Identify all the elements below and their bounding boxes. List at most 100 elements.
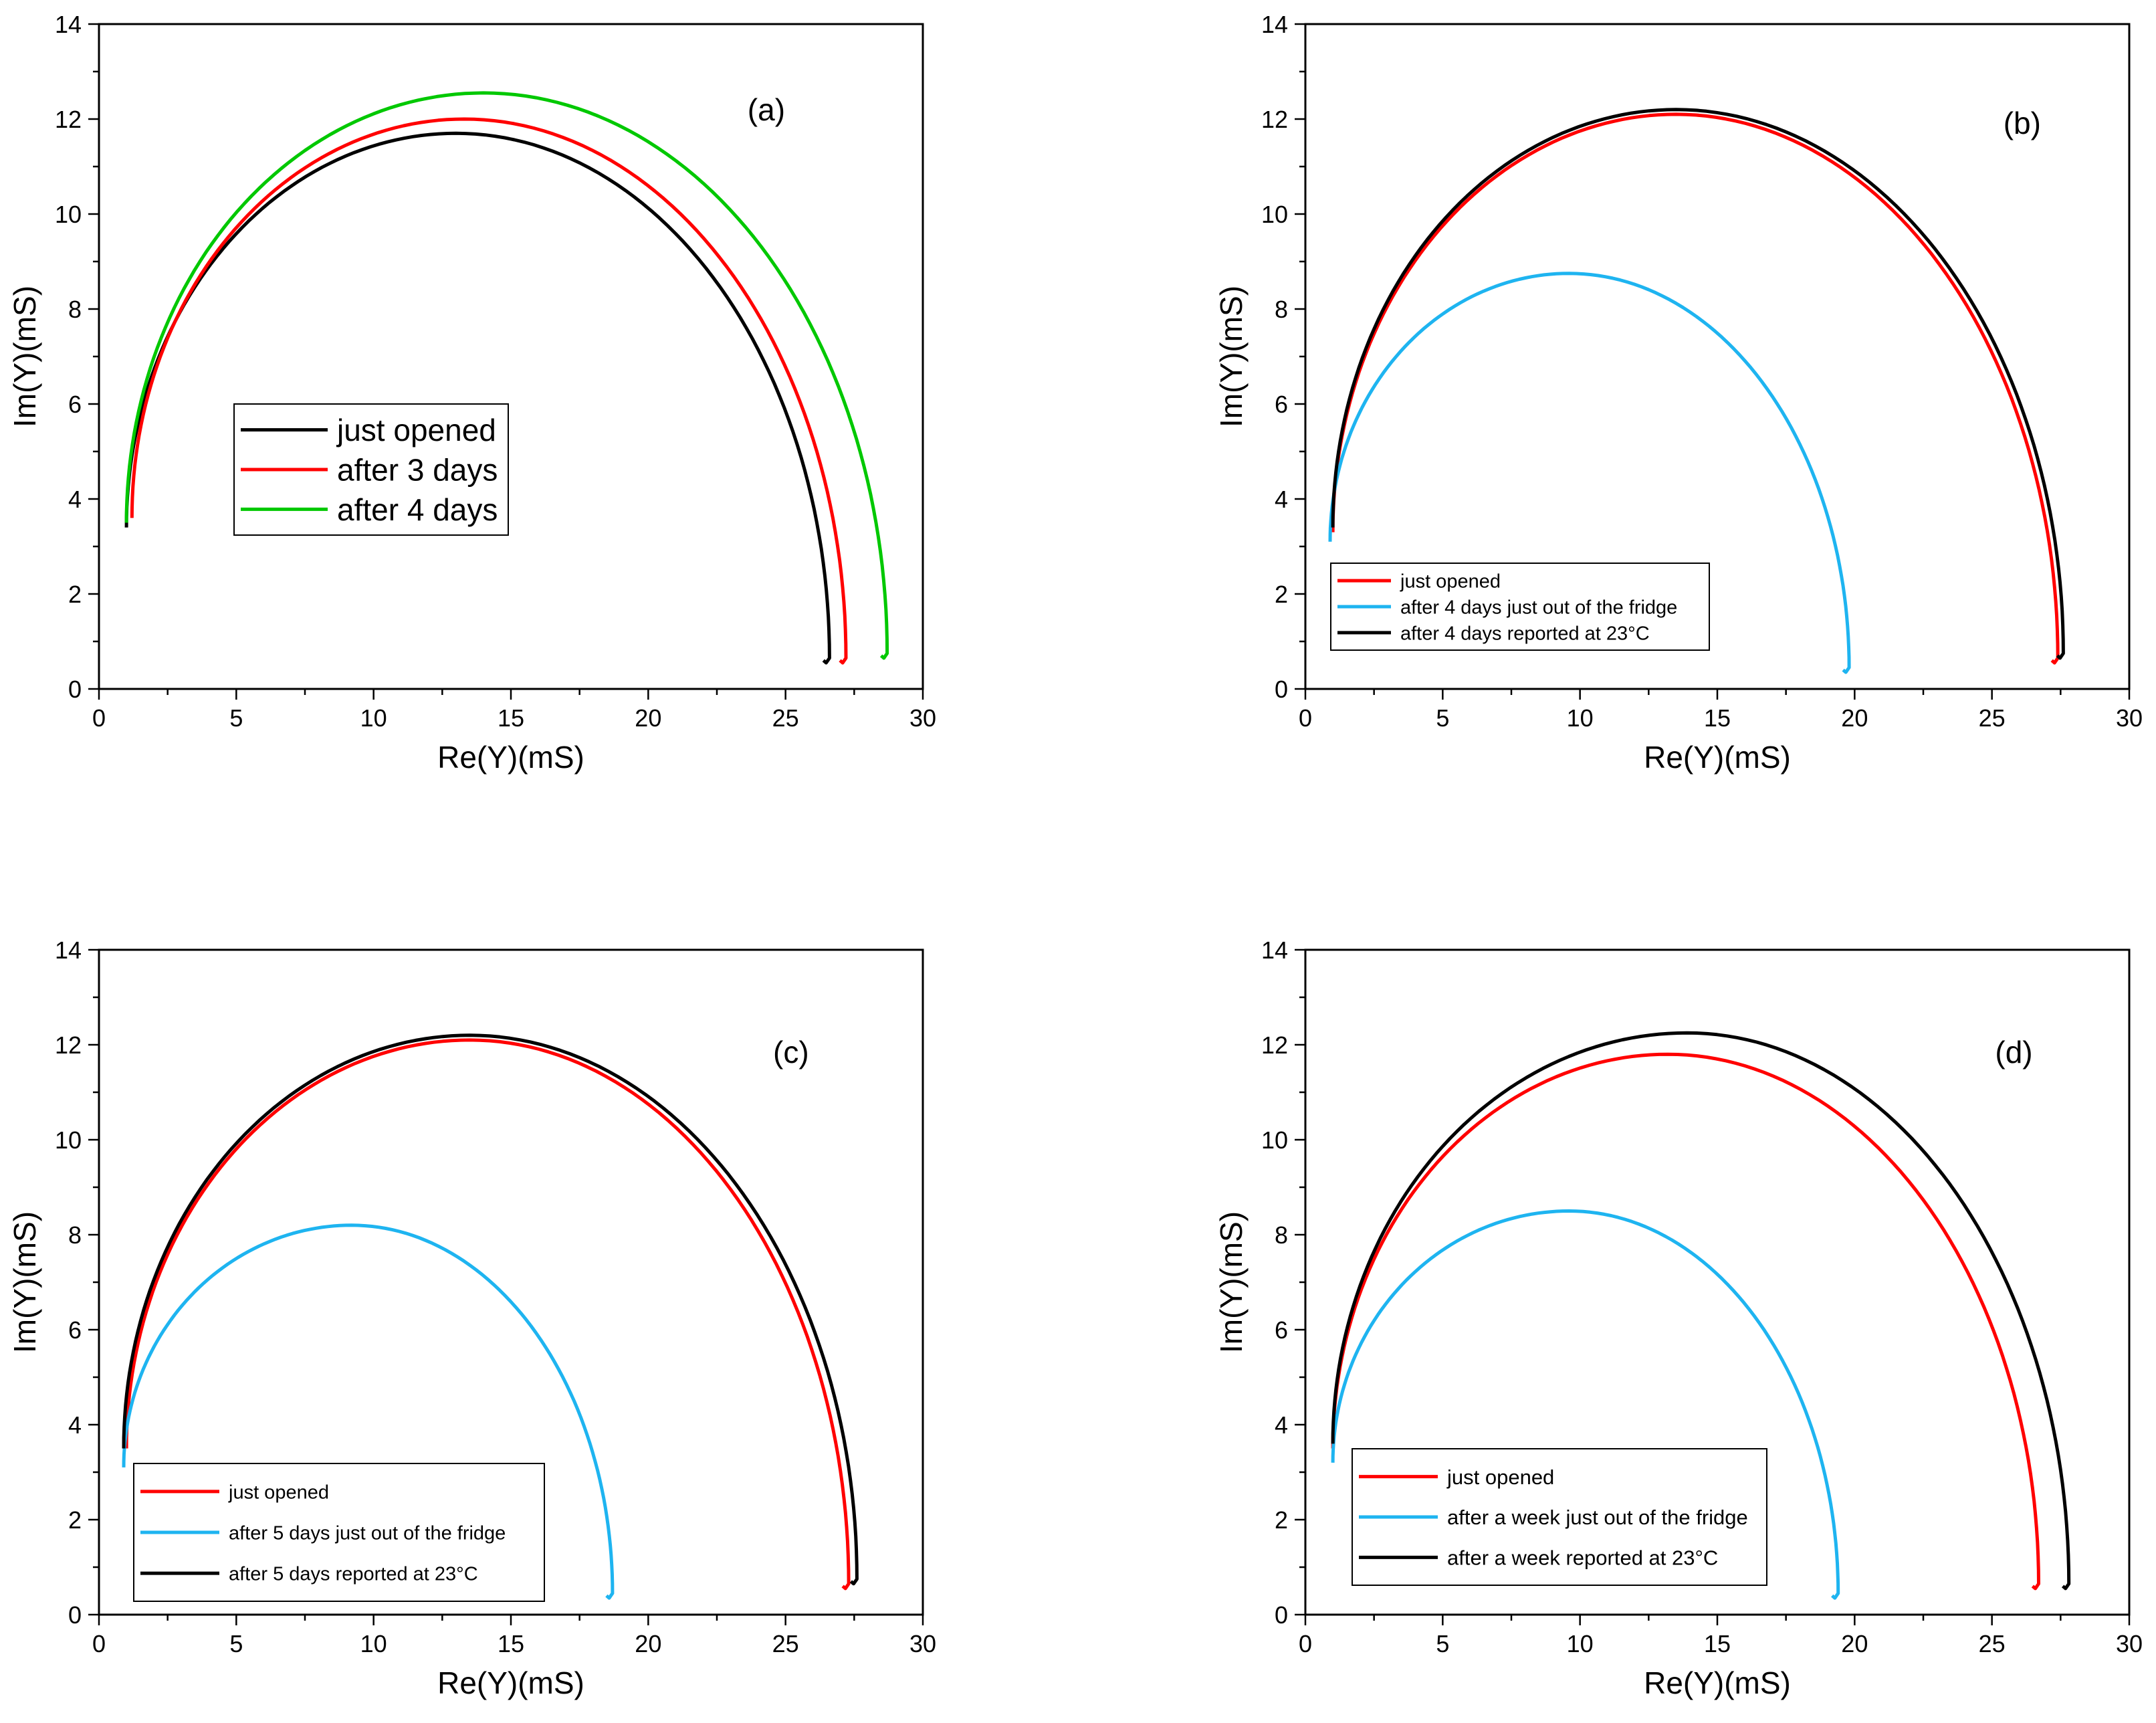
x-tick-label: 0 — [1299, 704, 1312, 732]
x-tick-label: 30 — [2116, 1630, 2143, 1657]
legend-entry-after-a-week-reported-at-23-c: after a week reported at 23°C — [1447, 1546, 1718, 1570]
x-tick-label: 5 — [229, 704, 243, 732]
x-tick-label: 10 — [1567, 704, 1594, 732]
legend-entry-just-opened: just opened — [1400, 571, 1501, 593]
x-tick-label: 20 — [1841, 1630, 1868, 1657]
legend-entry-just-opened: just opened — [1446, 1465, 1554, 1489]
x-tick-label: 20 — [635, 1630, 661, 1657]
panel-label: (b) — [2004, 106, 2041, 140]
x-tick-label: 30 — [2116, 704, 2143, 732]
y-tick-label: 14 — [55, 11, 82, 38]
y-tick-label: 6 — [1275, 391, 1288, 418]
x-tick-label: 0 — [1299, 1630, 1312, 1657]
x-tick-label: 25 — [1979, 704, 2006, 732]
y-tick-label: 6 — [1275, 1316, 1288, 1344]
series-line-just-opened — [124, 1038, 851, 1591]
y-tick-label: 0 — [1275, 676, 1288, 703]
series-line-after-5-days-reported-at-23-c — [122, 1033, 859, 1586]
y-tick-label: 12 — [1261, 106, 1288, 133]
x-axis-label: Re(Y)(mS) — [1644, 1665, 1791, 1700]
y-tick-label: 4 — [68, 1411, 82, 1439]
y-tick-label: 8 — [68, 1221, 82, 1249]
legend-entry-after-4-days-just-out-of-the-fridge: after 4 days just out of the fridge — [1400, 597, 1677, 618]
x-tick-label: 0 — [92, 1630, 106, 1657]
chart-panel-b: 0 5 10 15 20 25 30 0 2 4 6 8 10 12 14 Re(Y)(mS) Im(Y)(mS… — [1214, 11, 2143, 775]
x-axis-label: Re(Y)(mS) — [437, 1665, 584, 1700]
y-tick-label: 8 — [1275, 296, 1288, 323]
series-line-after-4-days-reported-at-23-c — [1331, 108, 2065, 660]
x-axis-label: Re(Y)(mS) — [437, 740, 584, 775]
y-axis-label: Im(Y)(mS) — [1214, 1211, 1249, 1353]
y-tick-label: 14 — [1261, 936, 1288, 964]
panel-label: (a) — [748, 92, 785, 127]
x-tick-label: 10 — [360, 1630, 387, 1657]
y-tick-label: 0 — [1275, 1601, 1288, 1629]
legend-entry-after-4-days-reported-at-23-c: after 4 days reported at 23°C — [1400, 623, 1650, 644]
y-tick-label: 14 — [55, 936, 82, 964]
series-line-just-opened — [124, 131, 831, 665]
x-tick-label: 25 — [772, 1630, 799, 1657]
panel-label: (c) — [773, 1035, 809, 1070]
panel-label: (d) — [1995, 1035, 2032, 1070]
y-tick-label: 12 — [55, 106, 82, 133]
y-axis-label: Im(Y)(mS) — [7, 286, 42, 427]
y-tick-label: 2 — [68, 1506, 82, 1534]
series-line-after-3-days — [130, 117, 848, 665]
x-tick-label: 20 — [635, 704, 661, 732]
x-tick-label: 5 — [1436, 704, 1449, 732]
x-axis-label: Re(Y)(mS) — [1644, 740, 1791, 775]
y-tick-label: 2 — [1275, 581, 1288, 608]
x-tick-label: 30 — [909, 1630, 936, 1657]
series-line-after-a-week-reported-at-23-c — [1331, 1031, 2071, 1591]
x-tick-label: 25 — [772, 704, 799, 732]
series-line-after-a-week-just-out-of-the-fridge — [1331, 1209, 1840, 1600]
y-axis-label: Im(Y)(mS) — [7, 1211, 42, 1353]
x-tick-label: 25 — [1979, 1630, 2006, 1657]
y-tick-label: 6 — [68, 1316, 82, 1344]
x-tick-label: 10 — [1567, 1630, 1594, 1657]
y-tick-label: 10 — [1261, 1126, 1288, 1154]
y-tick-label: 4 — [1275, 486, 1288, 513]
y-tick-label: 2 — [68, 581, 82, 608]
x-tick-label: 10 — [360, 704, 387, 732]
x-tick-label: 5 — [229, 1630, 243, 1657]
y-tick-label: 10 — [55, 1126, 82, 1154]
y-tick-label: 6 — [68, 391, 82, 418]
legend-entry-after-a-week-just-out-of-the-fridge: after a week just out of the fridge — [1447, 1506, 1748, 1529]
x-tick-label: 5 — [1436, 1630, 1449, 1657]
x-tick-label: 15 — [1704, 1630, 1731, 1657]
chart-panel-d: 0 5 10 15 20 25 30 0 2 4 6 8 10 12 14 Re(Y)(mS) Im(Y)(mS… — [1214, 936, 2143, 1700]
y-tick-label: 8 — [68, 296, 82, 323]
series-line-after-4-days-just-out-of-the-fridge — [1328, 272, 1851, 674]
legend-entry-after-5-days-just-out-of-the-fridge: after 5 days just out of the fridge — [229, 1522, 506, 1544]
y-axis-label: Im(Y)(mS) — [1214, 286, 1249, 427]
y-tick-label: 12 — [55, 1031, 82, 1059]
legend-entry-just-opened: just opened — [228, 1482, 329, 1503]
legend-box — [1330, 563, 1710, 651]
y-tick-label: 0 — [68, 676, 82, 703]
x-tick-label: 0 — [92, 704, 106, 732]
x-tick-label: 30 — [909, 704, 936, 732]
y-tick-label: 14 — [1261, 11, 1288, 38]
legend-entry-after-3-days: after 3 days — [337, 453, 498, 488]
y-tick-label: 2 — [1275, 1506, 1288, 1534]
y-tick-label: 10 — [1261, 201, 1288, 228]
series-line-just-opened — [1331, 1052, 2040, 1591]
series-line-just-opened — [1331, 112, 2060, 665]
y-tick-label: 12 — [1261, 1031, 1288, 1059]
y-tick-label: 10 — [55, 201, 82, 228]
legend-entry-after-5-days-reported-at-23-c: after 5 days reported at 23°C — [229, 1564, 478, 1585]
legend-entry-just-opened: just opened — [336, 413, 496, 447]
x-tick-label: 15 — [498, 704, 524, 732]
chart-panel-c: 0 5 10 15 20 25 30 0 2 4 6 8 10 12 14 Re(Y)(mS) Im(Y)(mS… — [7, 936, 936, 1700]
x-tick-label: 15 — [1704, 704, 1731, 732]
y-tick-label: 0 — [68, 1601, 82, 1629]
x-tick-label: 15 — [498, 1630, 524, 1657]
series-line-after-4-days — [124, 91, 889, 660]
x-tick-label: 20 — [1841, 704, 1868, 732]
y-tick-label: 8 — [1275, 1221, 1288, 1249]
y-tick-label: 4 — [68, 486, 82, 513]
legend-entry-after-4-days: after 4 days — [337, 492, 498, 527]
series-line-after-5-days-just-out-of-the-fridge — [122, 1223, 615, 1600]
